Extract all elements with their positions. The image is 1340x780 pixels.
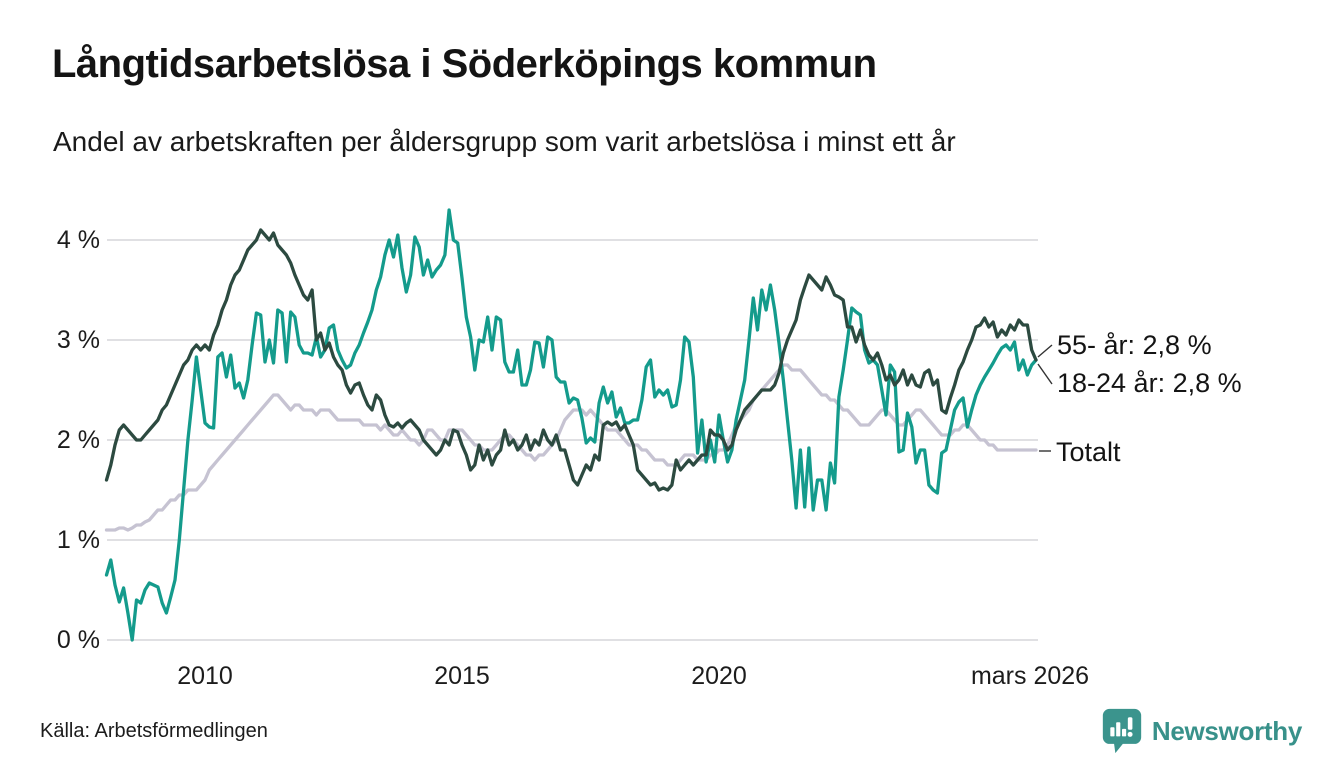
y-tick-1: 1 %: [56, 526, 100, 554]
x-tick-2015: 2015: [434, 662, 490, 690]
x-tick-2020: 2020: [691, 662, 747, 690]
source-note: Källa: Arbetsförmedlingen: [40, 720, 268, 742]
end-label-55: 55- år: 2,8 %: [1057, 330, 1212, 360]
brand-name: Newsworthy: [1151, 715, 1302, 746]
end-label-total: Totalt: [1056, 437, 1121, 467]
connector-55: [1037, 344, 1053, 358]
x-tick-2010: 2010: [177, 662, 233, 690]
page-subtitle: Andel av arbetskraften per åldersgrupp s…: [53, 126, 956, 157]
series-line-totalt: [104, 363, 1038, 532]
y-tick-2: 2 %: [56, 426, 100, 454]
newsworthy-icon: [1102, 708, 1142, 754]
y-tick-4: 4 %: [56, 226, 100, 254]
y-tick-0: 0 %: [56, 626, 100, 654]
series-line-18-24-r: [104, 208, 1038, 642]
series-line-55-r: [104, 228, 1038, 492]
y-tick-3: 3 %: [56, 326, 100, 354]
x-tick-mars-2026: mars 2026: [970, 662, 1090, 690]
connector-18-24: [1037, 363, 1053, 385]
brand-logo: Newsworthy: [1102, 708, 1302, 754]
page-title: Långtidsarbetslösa i Söderköpings kommun: [52, 42, 877, 86]
end-label-18-24: 18-24 år: 2,8 %: [1057, 368, 1242, 398]
